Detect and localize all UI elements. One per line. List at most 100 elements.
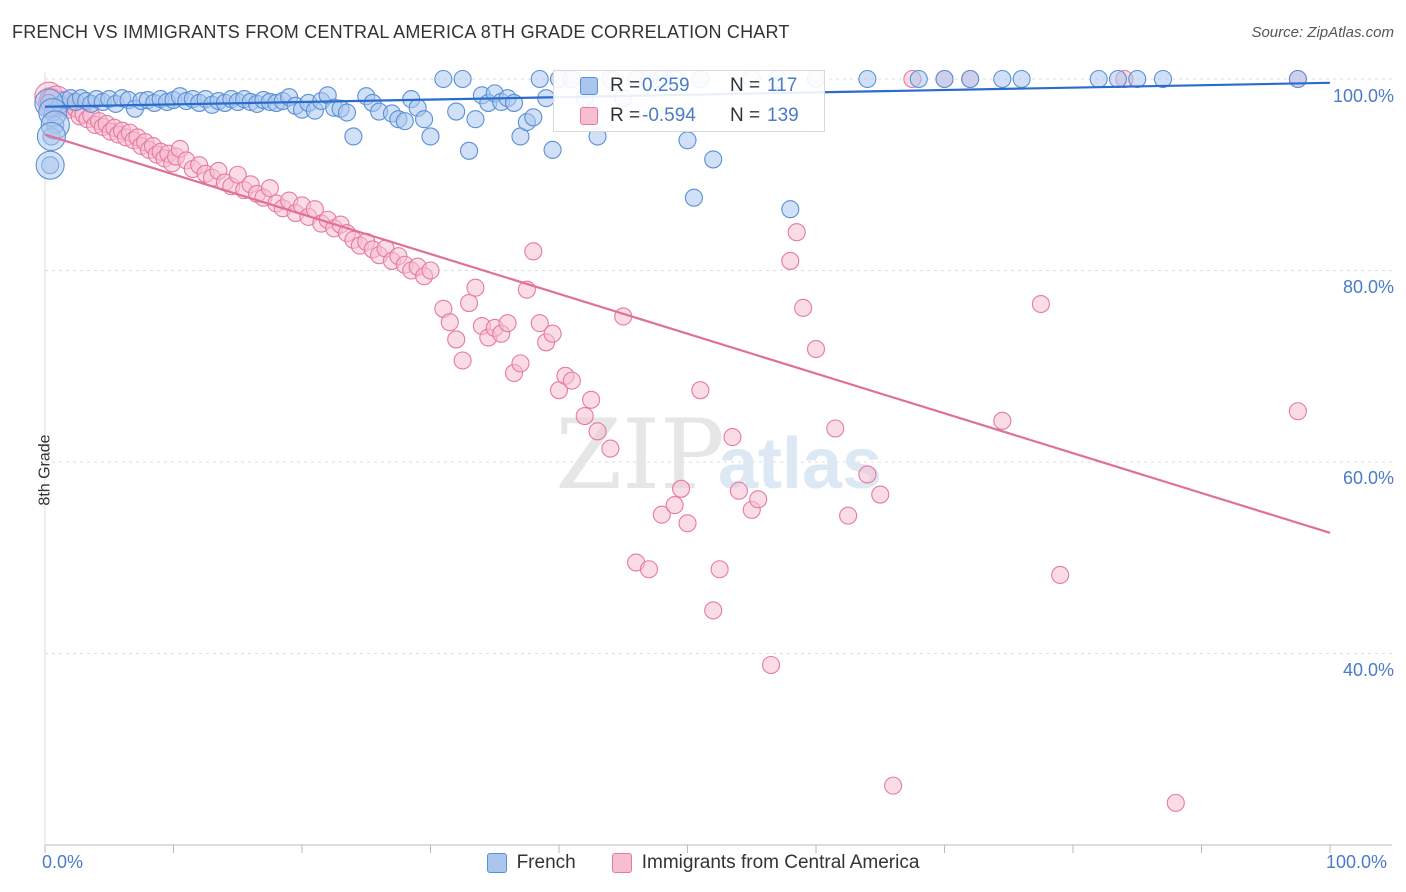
immigrants-point [806, 339, 826, 359]
n-label: N = [730, 75, 761, 96]
r-label: R = [610, 105, 641, 126]
immigrants-point [228, 165, 247, 184]
french-point [395, 112, 414, 131]
immigrants-point [678, 514, 697, 533]
source-credit: Source: ZipAtlas.com [1251, 24, 1394, 41]
immigrants-point [871, 485, 890, 504]
french-point [1089, 69, 1108, 89]
gridlines [45, 78, 1392, 654]
immigrants-point [511, 354, 530, 373]
chart-title: FRENCH VS IMMIGRANTS FROM CENTRAL AMERIC… [12, 22, 790, 42]
y-tick-80: 80.0% [1342, 277, 1394, 297]
french-point [1012, 69, 1031, 89]
immigrants-point [466, 278, 485, 297]
stats-legend: R = 0.259 N = 117 R = -0.594 N = 139 [553, 70, 825, 132]
french-point [1153, 69, 1172, 89]
french-point [421, 127, 440, 146]
immigrants-point [672, 479, 691, 498]
french-point [781, 200, 800, 219]
immigrants-point [884, 776, 903, 795]
immigrants-point [440, 313, 459, 332]
immigrants-point [839, 506, 858, 525]
immigrants-point [704, 601, 723, 620]
immigrants-swatch-icon [580, 107, 598, 125]
immigrants-point [543, 324, 562, 343]
immigrants-point [447, 330, 466, 349]
immigrants-point [524, 242, 543, 261]
immigrants-point [1166, 793, 1185, 812]
french-point [434, 69, 453, 89]
french-swatch-icon [580, 77, 598, 95]
immigrants-point [421, 261, 440, 280]
immigrants-point [1031, 294, 1050, 314]
y-tick-100: 100.0% [1332, 86, 1394, 106]
immigrants-point [723, 428, 742, 447]
immigrants-point [588, 422, 607, 441]
r-label: R = [610, 75, 641, 96]
legend-label-immigrants: Immigrants from Central America [641, 852, 920, 873]
french-point [1288, 69, 1307, 89]
immigrants-point [993, 411, 1012, 430]
immigrants-point [639, 560, 659, 579]
immigrants-point [729, 481, 748, 500]
legend-item-immigrants[interactable]: Immigrants from Central America [611, 852, 920, 874]
french-point [543, 140, 562, 159]
immigrants-point [761, 655, 781, 675]
r-value: 0.259 [642, 75, 690, 96]
immigrants-point [530, 314, 549, 333]
french-point [1108, 69, 1128, 89]
immigrants-point [601, 439, 620, 458]
immigrants-point [665, 496, 684, 515]
x-tick-100: 100.0% [1326, 852, 1388, 872]
y-tick-60: 60.0% [1342, 468, 1394, 488]
immigrants-point [710, 560, 729, 579]
immigrants-point [1051, 565, 1070, 585]
french-point [993, 69, 1012, 89]
french-swatch-icon [486, 853, 507, 873]
french-point [961, 69, 980, 89]
stats-row-immigrants: R = -0.594 N = 139 [554, 101, 824, 131]
immigrants-point [260, 179, 279, 198]
french-point [530, 69, 549, 89]
stats-row-french: R = 0.259 N = 117 [554, 71, 824, 101]
immigrants-point [575, 406, 594, 426]
french-point [858, 69, 877, 89]
french-point [524, 108, 543, 127]
french-point [344, 127, 363, 146]
x-tick-0: 0.0% [42, 852, 84, 872]
immigrants-point [459, 294, 479, 313]
french-point [704, 150, 723, 169]
french-point [935, 69, 954, 89]
y-axis-label: 8th Grade [36, 434, 54, 506]
immigrants-point [781, 251, 800, 270]
immigrants-point [652, 505, 671, 524]
immigrants-point [1288, 402, 1307, 421]
immigrants-trend-line [44, 133, 1331, 534]
n-label: N = [730, 105, 761, 126]
n-value: 139 [767, 105, 799, 126]
y-tick-40: 40.0% [1342, 660, 1394, 680]
r-value: -0.594 [642, 105, 696, 126]
french-point [678, 131, 697, 150]
immigrants-swatch-icon [611, 853, 632, 873]
french-point [459, 141, 479, 160]
legend-label-french: French [516, 852, 576, 873]
immigrants-point [826, 419, 845, 438]
legend: French Immigrants from Central America [0, 852, 1406, 874]
french-point [1128, 69, 1147, 89]
immigrants-point [453, 351, 472, 370]
french-point [909, 69, 928, 89]
legend-item-french[interactable]: French [486, 852, 576, 874]
immigrants-point [562, 371, 581, 390]
french-point [684, 188, 703, 207]
immigrants-point [787, 223, 806, 242]
immigrants-point [691, 381, 710, 400]
n-value: 117 [767, 75, 798, 96]
french-point [415, 110, 434, 129]
immigrants-point [749, 490, 768, 509]
axes [44, 72, 1392, 853]
immigrants-point [858, 465, 877, 484]
french-point [453, 69, 472, 89]
immigrants-point [582, 390, 601, 409]
